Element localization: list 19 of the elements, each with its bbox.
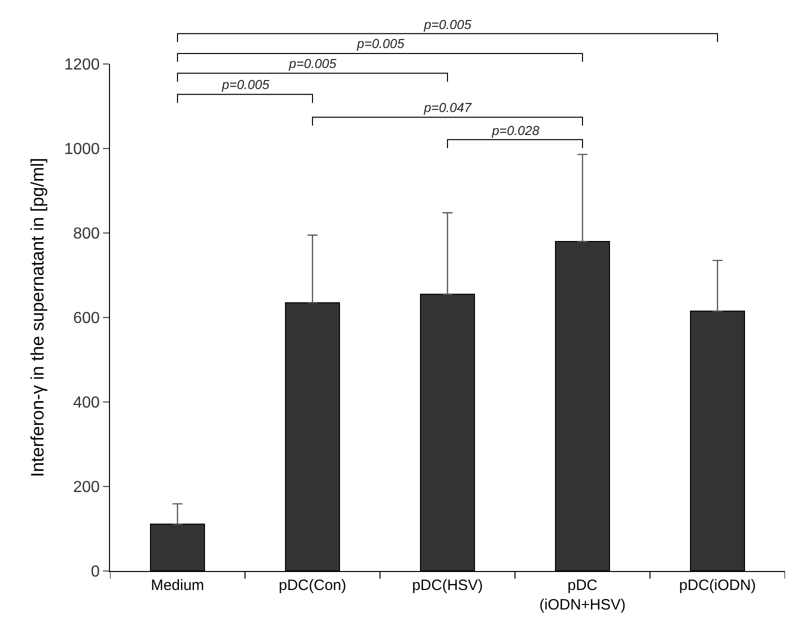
x-tick-label: pDC(Con): [278, 577, 346, 594]
y-tick-label: 1000: [64, 141, 100, 158]
y-tick-label: 0: [90, 564, 100, 581]
text: p=0.005: [356, 36, 406, 51]
x-tick-label: pDC(HSV): [412, 577, 483, 594]
y-tick-label: 200: [73, 479, 100, 496]
text: p=0.005: [423, 17, 472, 32]
y-tick-label: 800: [73, 226, 100, 243]
x-tick-label: pDC (iODN+HSV): [539, 577, 626, 614]
annotation: p=0.005: [221, 77, 270, 92]
x-tick-label: Medium: [150, 577, 204, 594]
annotation: p=0.047: [423, 100, 472, 115]
y-tick-label: 600: [73, 310, 100, 328]
y-axis-title: Interferon-γ in the supernatant in [pg/ml]: [27, 158, 48, 478]
annotation: p=0.028: [491, 123, 540, 138]
y-tick-label: 1200: [64, 56, 100, 74]
x-tick-label: pDC(iODN): [679, 577, 756, 594]
y-tick-label: 400: [73, 394, 100, 412]
annotation: p=0.005: [288, 56, 338, 71]
